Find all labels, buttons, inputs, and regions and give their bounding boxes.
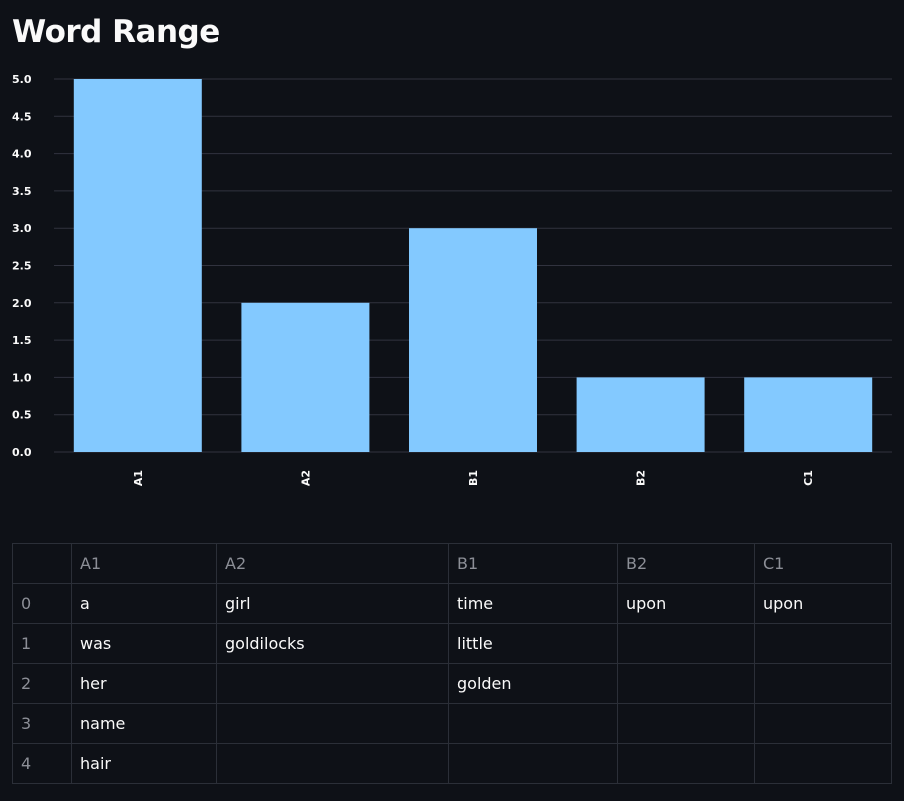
row-index-cell[interactable]: 3	[12, 703, 72, 744]
table-cell[interactable]	[617, 663, 755, 704]
row-index-cell[interactable]: 0	[12, 583, 72, 624]
y-tick-label: 0.5	[12, 409, 32, 422]
table-row: 1 was goldilocks little	[12, 623, 892, 664]
table-cell[interactable]: goldilocks	[216, 623, 449, 664]
y-tick-label: 0.0	[12, 446, 32, 459]
bar-a2[interactable]	[241, 302, 370, 452]
table-header-b2[interactable]: B2	[617, 543, 755, 584]
table-cell[interactable]: her	[71, 663, 217, 704]
x-axis-ticks: A1 A2 B1 B2 C1	[132, 470, 815, 486]
table-cell[interactable]	[754, 663, 892, 704]
y-tick-label: 5.0	[12, 73, 32, 86]
y-tick-label: 1.5	[12, 334, 32, 347]
bar-c1[interactable]	[744, 377, 873, 452]
table-header-a1[interactable]: A1	[71, 543, 217, 584]
table-cell[interactable]	[754, 623, 892, 664]
y-tick-label: 4.0	[12, 148, 32, 161]
table-cell[interactable]: hair	[71, 743, 217, 784]
x-tick-label: B1	[467, 470, 480, 486]
x-tick-label: A2	[299, 470, 312, 486]
table-row: 0 a girl time upon upon	[12, 583, 892, 624]
table-header-index[interactable]	[12, 543, 72, 584]
row-index-cell[interactable]: 4	[12, 743, 72, 784]
table-cell[interactable]	[617, 703, 755, 744]
table-row: 4 hair	[12, 743, 892, 784]
y-tick-label: 4.5	[12, 110, 32, 123]
table-cell[interactable]	[754, 743, 892, 784]
table-cell[interactable]	[216, 703, 449, 744]
table-cell[interactable]	[754, 703, 892, 744]
y-tick-label: 2.0	[12, 297, 32, 310]
table-row: 2 her golden	[12, 663, 892, 704]
word-range-table: A1 A2 B1 B2 C1 0 a girl time upon upon 1 was gol…	[12, 543, 892, 784]
table-header-row: A1 A2 B1 B2 C1	[12, 543, 892, 584]
y-tick-label: 3.0	[12, 222, 32, 235]
row-index-cell[interactable]: 1	[12, 623, 72, 664]
y-tick-label: 1.0	[12, 371, 32, 384]
bar-b1[interactable]	[409, 228, 537, 452]
y-tick-label: 3.5	[12, 185, 32, 198]
row-index-cell[interactable]: 2	[12, 663, 72, 704]
table-cell[interactable]	[216, 663, 449, 704]
table-cell[interactable]	[617, 623, 755, 664]
y-axis-ticks: 0.0 0.5 1.0 1.5 2.0 2.5 3.0 3.5 4.0 4.5 5.0	[12, 73, 32, 459]
x-tick-label: A1	[132, 470, 145, 486]
table-cell[interactable]: little	[448, 623, 618, 664]
table-cell[interactable]: time	[448, 583, 618, 624]
table-cell[interactable]	[448, 703, 618, 744]
table-cell[interactable]	[216, 743, 449, 784]
table-cell[interactable]: name	[71, 703, 217, 744]
bar-chart: 0.0 0.5 1.0 1.5 2.0 2.5 3.0 3.5 4.0 4.5 5.0 A1 A2 B1…	[12, 73, 892, 486]
y-tick-label: 2.5	[12, 260, 32, 273]
table-cell[interactable]: upon	[754, 583, 892, 624]
table-cell[interactable]: a	[71, 583, 217, 624]
x-tick-label: B2	[635, 470, 648, 486]
table-cell[interactable]	[617, 743, 755, 784]
page-title: Word Range	[12, 14, 220, 50]
table-header-c1[interactable]: C1	[754, 543, 892, 584]
table-cell[interactable]: girl	[216, 583, 449, 624]
table-cell[interactable]	[448, 743, 618, 784]
bar-a1[interactable]	[73, 79, 202, 452]
table-header-b1[interactable]: B1	[448, 543, 618, 584]
x-tick-label: C1	[802, 470, 815, 486]
table-row: 3 name	[12, 703, 892, 744]
bar-b2[interactable]	[576, 377, 705, 452]
chart-bars	[73, 79, 873, 452]
table-cell[interactable]: golden	[448, 663, 618, 704]
table-cell[interactable]: was	[71, 623, 217, 664]
table-cell[interactable]: upon	[617, 583, 755, 624]
table-header-a2[interactable]: A2	[216, 543, 449, 584]
